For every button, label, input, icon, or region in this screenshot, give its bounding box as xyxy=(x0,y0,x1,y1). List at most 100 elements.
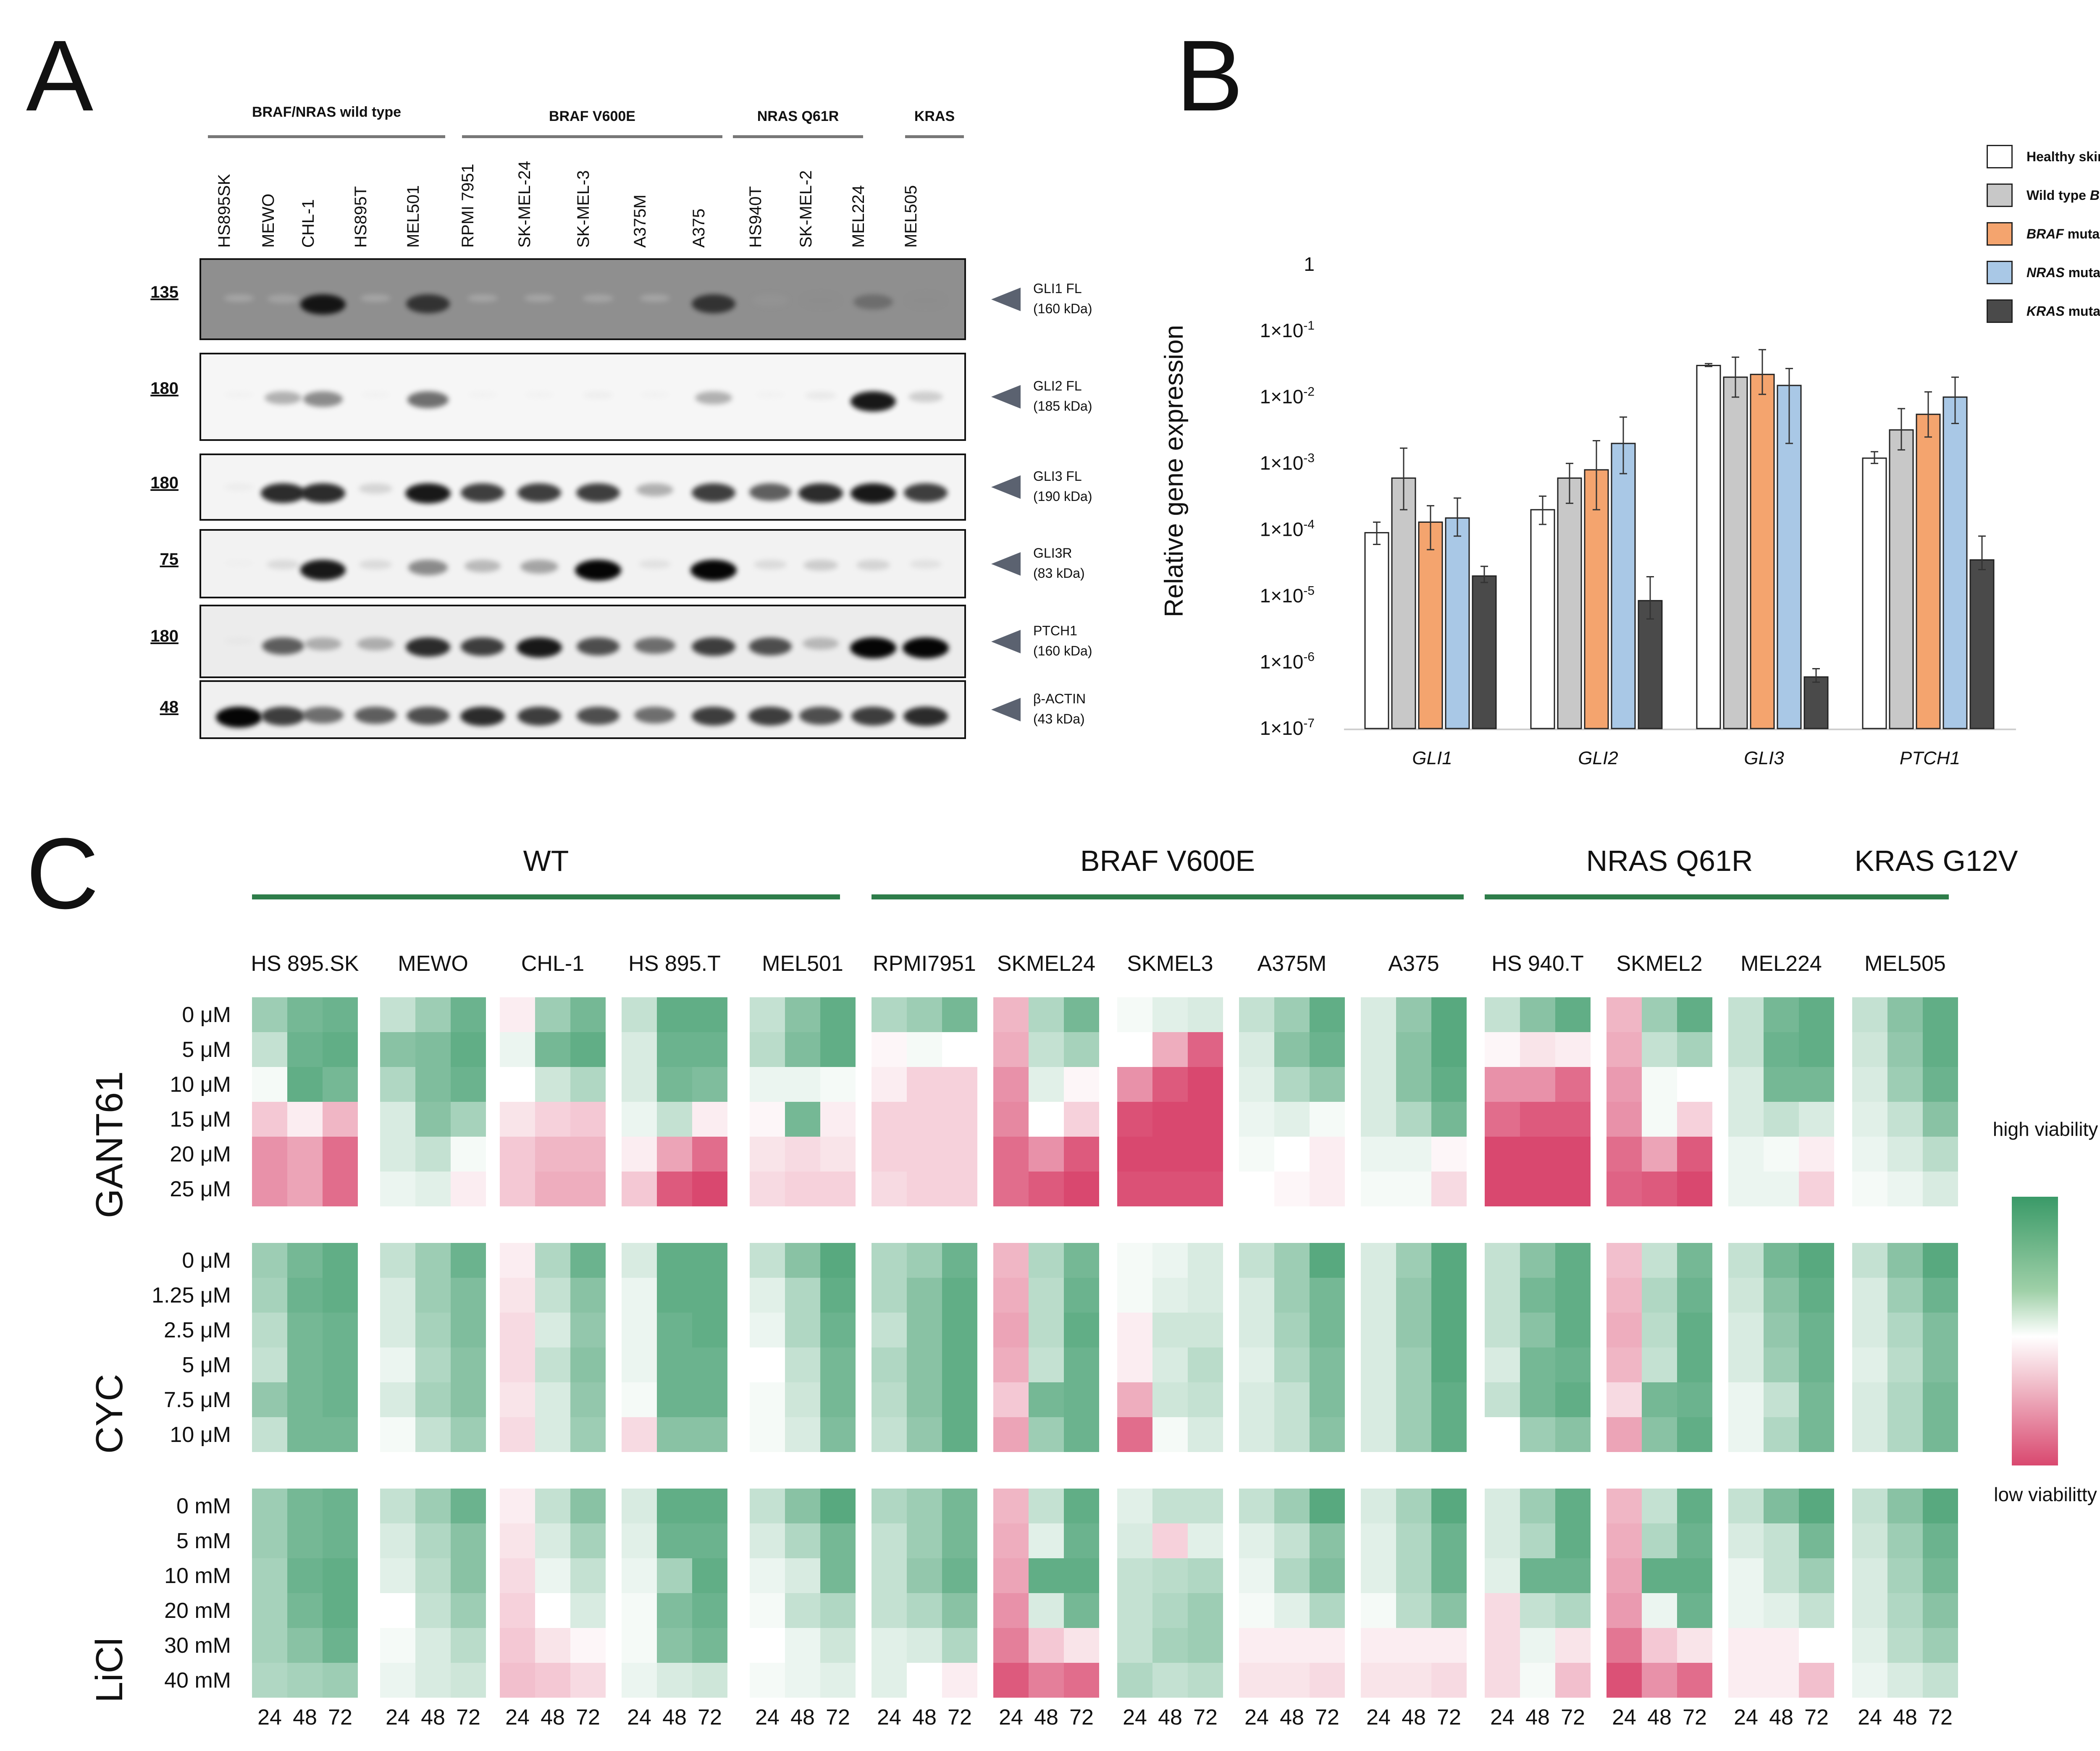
heatmap-cell xyxy=(1606,1172,1642,1206)
protein-name: PTCH1 xyxy=(1033,623,1077,638)
blot-band xyxy=(805,391,836,400)
heatmap-cell xyxy=(1485,1243,1520,1278)
heatmap-cell xyxy=(1520,1102,1555,1137)
heatmap-cell xyxy=(1310,1243,1345,1278)
heatmap-cell xyxy=(1728,1347,1764,1382)
x-tick-label: GLI2 xyxy=(1578,748,1618,768)
heatmap-cell xyxy=(1852,1558,1887,1593)
heatmap-cell xyxy=(820,997,856,1032)
heatmap-cell xyxy=(1887,1243,1923,1278)
heatmap-cell xyxy=(1431,1313,1467,1347)
heatmap-cell xyxy=(1677,1243,1712,1278)
heatmap-cell xyxy=(570,1243,606,1278)
heatmap-cell xyxy=(451,1347,486,1382)
heatmap-cell xyxy=(907,1067,942,1102)
heatmap-cell xyxy=(1485,1382,1520,1417)
heatmap-cell xyxy=(1923,1032,1958,1067)
heatmap-cell xyxy=(872,1417,907,1452)
heatmap-cell xyxy=(1606,1278,1642,1313)
heatmap-cell xyxy=(287,1102,323,1137)
heatmap-cell xyxy=(1274,997,1310,1032)
bar-gli1-3 xyxy=(1445,517,1470,729)
heatmap-cell xyxy=(1923,1663,1958,1698)
heatmap-cell xyxy=(1361,1313,1396,1347)
heatmap-cell xyxy=(1520,1313,1555,1347)
heatmap-cell xyxy=(1677,1523,1712,1558)
heatmap-cell xyxy=(657,1523,692,1558)
blot-band xyxy=(465,560,501,572)
heatmap-cell xyxy=(1520,1032,1555,1067)
heatmap-cell xyxy=(1677,1137,1712,1172)
time-label: 48 xyxy=(912,1705,937,1730)
heatmap-cell xyxy=(657,997,692,1032)
heatmap-cell xyxy=(1361,1067,1396,1102)
heatmap-cell xyxy=(1677,1558,1712,1593)
heatmap-cell xyxy=(1310,1137,1345,1172)
heatmap-cell xyxy=(1310,997,1345,1032)
time-label: 48 xyxy=(1280,1705,1304,1730)
y-tick-label: 1×10-2 xyxy=(1260,385,1315,408)
blot-band xyxy=(224,560,254,567)
blot-band xyxy=(262,637,304,655)
heatmap-cell xyxy=(451,1663,486,1698)
bar-gli2-0 xyxy=(1530,509,1555,729)
band-arrow-icon xyxy=(991,552,1021,576)
heatmap-cell xyxy=(252,1663,287,1698)
heatmap-cell xyxy=(1361,1382,1396,1417)
bar-gli1-0 xyxy=(1364,532,1389,729)
heatmap-cell xyxy=(1396,1172,1431,1206)
heatmap-cell xyxy=(993,1628,1029,1663)
heatmap-cell xyxy=(1485,1032,1520,1067)
time-label: 24 xyxy=(755,1705,780,1730)
heatmap-cell xyxy=(657,1347,692,1382)
heatmap-cell xyxy=(692,1382,727,1417)
heatmap-cell xyxy=(750,1243,785,1278)
heatmap-cell xyxy=(657,1628,692,1663)
y-tick-label: 1×10-7 xyxy=(1260,716,1315,739)
blot-band xyxy=(690,560,737,581)
heatmap-cell xyxy=(380,1067,415,1102)
heatmap-cell xyxy=(692,1313,727,1347)
y-tick-label: 1×10-3 xyxy=(1260,451,1315,474)
protein-name: GLI1 FL xyxy=(1033,280,1082,296)
time-label: 72 xyxy=(826,1705,850,1730)
heatmap-cell xyxy=(1431,1172,1467,1206)
blot-band xyxy=(575,560,621,581)
heatmap-cell xyxy=(993,1347,1029,1382)
heatmap-cell xyxy=(820,1628,856,1663)
heatmap-cell xyxy=(1485,1417,1520,1452)
heatmap-cell xyxy=(1064,1382,1099,1417)
heatmap-cell xyxy=(287,1172,323,1206)
heatmap-cell xyxy=(1606,1523,1642,1558)
blot-band xyxy=(224,391,254,398)
blot-band xyxy=(577,637,620,655)
bar-gli1-1 xyxy=(1391,477,1416,729)
heatmap-cell xyxy=(1274,1382,1310,1417)
heatmap-cell xyxy=(750,1067,785,1102)
heatmap-cell xyxy=(993,1593,1029,1628)
heatmap-cell xyxy=(657,1489,692,1523)
heatmap-cell xyxy=(907,1628,942,1663)
heatmap-cell xyxy=(1520,1417,1555,1452)
heatmap-cell xyxy=(1239,1067,1274,1102)
protein-size: (185 kDa) xyxy=(1033,398,1092,414)
heatmap-cell xyxy=(1117,1347,1152,1382)
heatmap-cell xyxy=(1799,1417,1834,1452)
heatmap-cell xyxy=(1677,1102,1712,1137)
heatmap-cell xyxy=(1239,997,1274,1032)
x-tick-label: PTCH1 xyxy=(1900,748,1960,768)
heatmap-cell xyxy=(323,1313,358,1347)
heatmap-cell xyxy=(1485,1558,1520,1593)
heatmap-cell xyxy=(750,1382,785,1417)
heatmap-cell xyxy=(1852,1382,1887,1417)
heatmap-cell xyxy=(1310,1032,1345,1067)
blot-band xyxy=(850,483,896,504)
band-arrow-icon xyxy=(991,698,1021,721)
heatmap-cell xyxy=(1152,1489,1188,1523)
heatmap-cell xyxy=(380,1593,415,1628)
heatmap-cell xyxy=(1029,1067,1064,1102)
blot-band xyxy=(261,483,305,503)
heatmap-cell xyxy=(1606,1489,1642,1523)
heatmap-cell xyxy=(1396,1313,1431,1347)
heatmap-cell xyxy=(380,1628,415,1663)
